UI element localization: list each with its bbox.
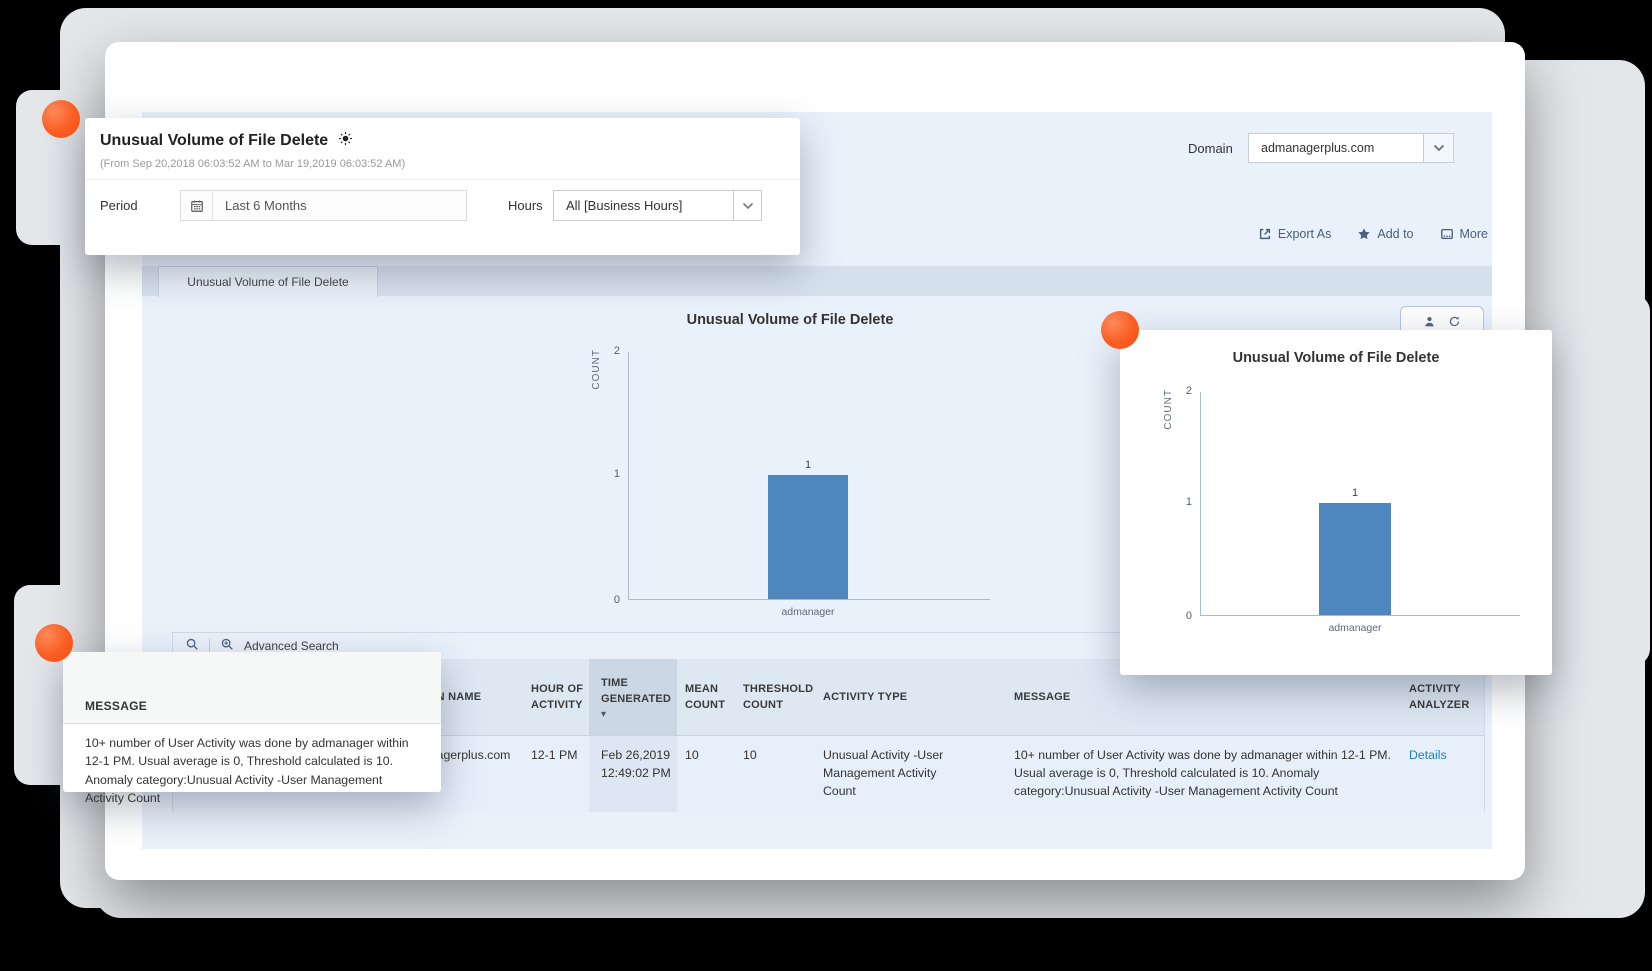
column-header-activity-type[interactable]: ACTIVITY TYPE [823,690,908,703]
domain-label: Domain [1188,141,1233,156]
column-header-time-generated[interactable]: TIME GENERATED ▾ [589,659,677,735]
column-header-threshold-count[interactable]: THRESHOLD COUNT [743,682,814,712]
add-to-label: Add to [1377,227,1414,241]
export-as-label: Export As [1277,227,1332,241]
period-input[interactable]: Last 6 Months [180,190,467,221]
column-header-activity-analyzer[interactable]: ACTIVITY ANALYZER [1409,682,1470,712]
export-as-button[interactable]: Export As [1258,227,1332,241]
cell-activity-type: Unusual Activity -User Management Activi… [823,748,944,798]
zoom-chart-plot: COUNT 2 1 0 1 admanager [1163,385,1520,634]
chevron-down-icon [1423,134,1453,162]
y-tick: 0 [1185,610,1192,622]
cell-mean-count: 10 [685,748,699,762]
cell-message: 10+ number of User Activity was done by … [1014,748,1391,798]
period-label: Period [100,198,138,213]
column-header-mean-count[interactable]: MEAN COUNT [685,682,726,712]
bar-admanager [1319,503,1391,615]
bar-value-label: 1 [804,459,812,471]
report-date-range: (From Sep 20,2018 06:03:52 AM to Mar 19,… [100,158,406,170]
y-tick: 2 [1185,385,1192,397]
tab-unusual-volume[interactable]: Unusual Volume of File Delete [158,266,378,297]
callout-marker-dot [35,624,73,662]
x-category-label: admanager [781,606,835,618]
cell-time-generated: Feb 26,2019 12:49:02 PM [589,736,677,812]
sort-caret-icon: ▾ [601,708,607,720]
callout-marker-dot [1101,311,1139,349]
search-row: Advanced Search [173,633,1484,659]
message-header-label: MESSAGE [85,699,148,713]
x-category-label: admanager [1328,622,1382,634]
chart-title: Unusual Volume of File Delete [686,312,894,328]
bar-column: 1 [768,352,848,599]
search-icon[interactable] [185,637,199,656]
callout-message-zoom: MESSAGE 10+ number of User Activity was … [63,652,441,805]
bar-column: 1 [1319,392,1391,615]
message-body-text: 10+ number of User Activity was done by … [85,736,409,806]
calendar-icon [181,191,213,220]
bar-value-label: 1 [1351,487,1359,499]
details-link-cell: Details [1403,736,1484,812]
hours-select[interactable]: All [Business Hours] [553,190,762,221]
main-chart-plot: COUNT 2 1 0 1 admanager [591,345,990,618]
divider [209,638,210,654]
domain-select-value: admanagerplus.com [1261,141,1375,155]
more-icon [1440,227,1454,241]
insight-icon [338,131,353,151]
add-to-button[interactable]: Add to [1357,227,1414,241]
cell-hour-of-activity: 12-1 PM [531,748,578,762]
divider [85,179,800,180]
refresh-icon[interactable] [1448,315,1461,328]
y-tick: 1 [1185,495,1192,508]
report-title: Unusual Volume of File Delete [100,132,329,149]
star-icon [1357,227,1371,241]
y-tick: 0 [613,594,620,606]
hours-value: All [Business Hours] [566,198,683,213]
more-label: More [1459,227,1488,241]
domain-select[interactable]: admanagerplus.com [1248,133,1454,163]
bar-admanager [768,475,848,599]
y-tick: 2 [613,345,620,357]
period-value: Last 6 Months [225,198,307,213]
user-attribution-icon[interactable] [1423,315,1436,328]
callout-report-header: Unusual Volume of File Delete (From Sep … [85,118,800,255]
details-link[interactable]: Details [1409,748,1447,762]
advanced-search-icon[interactable] [220,637,234,656]
callout-marker-dot [42,100,80,138]
more-button[interactable]: More [1440,227,1488,241]
chevron-down-icon [733,191,761,220]
y-axis-label: COUNT [1163,389,1174,430]
export-icon [1258,227,1272,241]
y-tick: 1 [613,467,620,480]
column-header-message[interactable]: MESSAGE [1014,690,1071,703]
message-callout-header: MESSAGE [63,652,441,724]
cell-threshold-count: 10 [743,748,757,762]
hours-label: Hours [508,198,543,213]
report-actions: Export As Add to More [1000,224,1488,244]
y-axis-label: COUNT [591,349,602,390]
advanced-search-label[interactable]: Advanced Search [244,639,339,653]
column-header-hour-of-activity[interactable]: HOUR OF ACTIVITY [531,682,584,712]
callout-chart-zoom: Unusual Volume of File Delete COUNT 2 1 … [1120,330,1552,675]
chart-title: Unusual Volume of File Delete [1232,350,1440,366]
